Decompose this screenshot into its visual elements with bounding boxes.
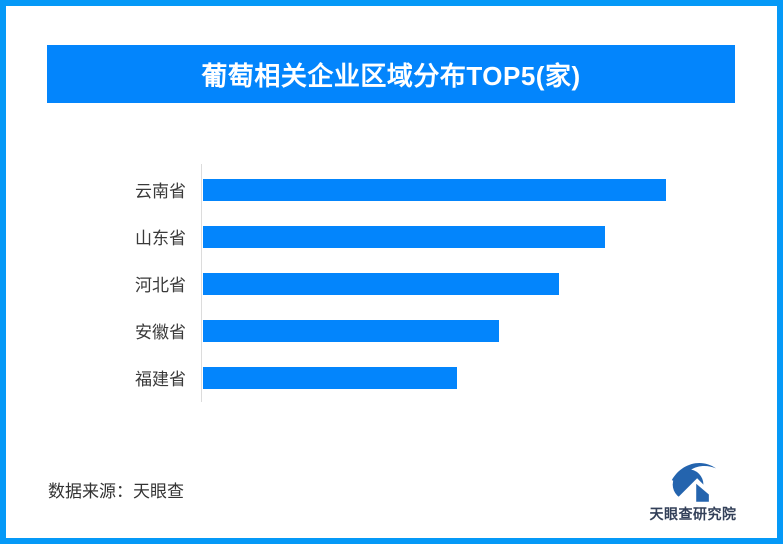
bar-rows: 云南省山东省河北省安徽省福建省 [42,166,735,401]
tianyancha-eye-logo-icon [671,462,716,502]
bar [203,272,560,295]
category-label: 山东省 [135,229,186,248]
data-source-note: 数据来源：天眼查 [48,482,184,501]
brand-logo: 天眼查研究院 [641,460,745,524]
bar-track [203,225,735,248]
bar [203,225,606,248]
bar-track [203,272,735,295]
bar-row: 云南省 [42,166,735,213]
bar [203,178,666,201]
bar [203,319,500,342]
bar-chart: 云南省山东省河北省安徽省福建省 [42,164,735,402]
category-label: 河北省 [135,276,186,295]
category-label: 安徽省 [135,323,186,342]
bar-row: 山东省 [42,213,735,260]
chart-title: 葡萄相关企业区域分布TOP5(家) [201,60,581,91]
y-axis-line [201,164,202,402]
bar-track [203,366,735,389]
bar-track [203,178,735,201]
bar-row: 安徽省 [42,307,735,354]
bar-track [203,319,735,342]
category-label: 云南省 [135,182,186,201]
bar-row: 河北省 [42,260,735,307]
category-label: 福建省 [135,370,186,389]
brand-logo-text: 天眼查研究院 [649,506,737,522]
title-banner: 葡萄相关企业区域分布TOP5(家) [47,45,735,103]
bar-row: 福建省 [42,354,735,401]
bar [203,366,458,389]
